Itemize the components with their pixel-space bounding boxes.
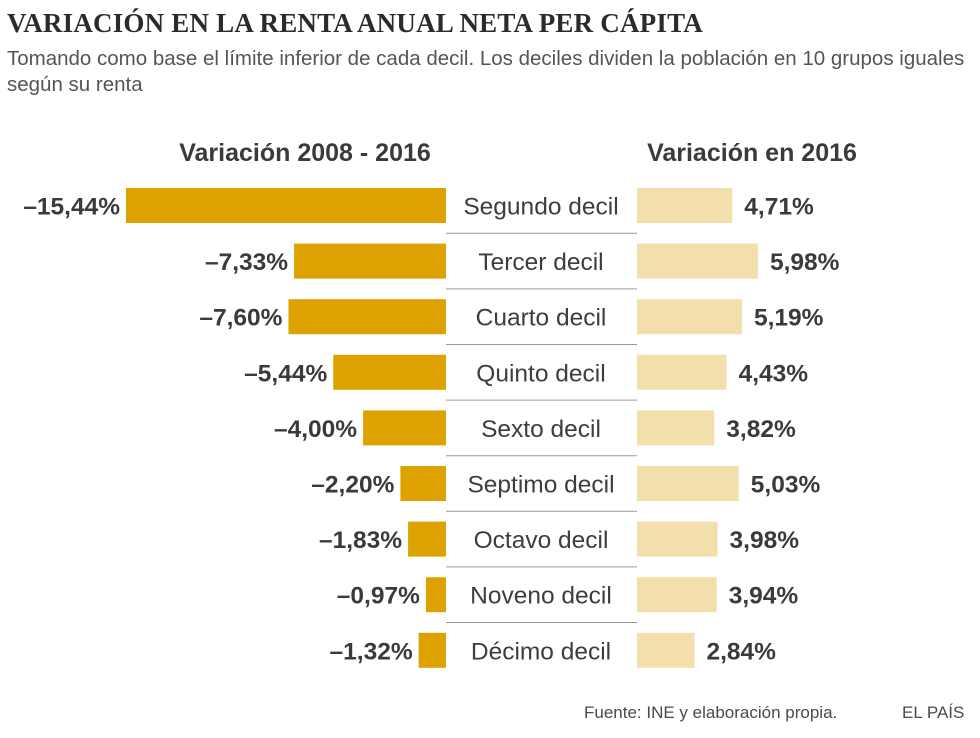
right-value-label: 2,84% bbox=[706, 638, 776, 665]
right-bar-d-cimo-decil bbox=[637, 632, 695, 668]
category-label: Sexto decil bbox=[481, 416, 601, 443]
left-value-label: –7,33% bbox=[205, 249, 288, 276]
left-bar-sexto-decil bbox=[363, 410, 446, 446]
category-label: Octavo decil bbox=[474, 527, 609, 554]
category-label: Segundo decil bbox=[463, 194, 618, 221]
left-bar-septimo-decil bbox=[400, 466, 446, 501]
left-value-label: –1,83% bbox=[319, 527, 402, 554]
right-series-header: Variación en 2016 bbox=[647, 139, 857, 167]
right-value-label: 5,19% bbox=[754, 305, 824, 332]
left-value-label: –4,00% bbox=[274, 416, 357, 443]
right-bar-cuarto-decil bbox=[637, 299, 743, 335]
right-bar-segundo-decil bbox=[637, 188, 733, 223]
right-bar-septimo-decil bbox=[637, 466, 739, 501]
right-value-label: 4,43% bbox=[739, 360, 809, 387]
chart-rows: –15,44% 4,71% Segundo decil –7,33% 5,98% Terc… bbox=[23, 188, 840, 668]
category-label: Tercer decil bbox=[478, 249, 603, 276]
left-value-label: –2,20% bbox=[311, 472, 394, 499]
category-label: Cuarto decil bbox=[476, 305, 607, 332]
category-label: Noveno decil bbox=[470, 583, 612, 610]
right-value-label: 3,94% bbox=[729, 583, 799, 610]
category-label: Septimo decil bbox=[467, 472, 614, 499]
right-value-label: 3,98% bbox=[730, 527, 800, 554]
left-bar-d-cimo-decil bbox=[418, 632, 446, 668]
left-value-label: –15,44% bbox=[23, 194, 120, 221]
left-bar-octavo-decil bbox=[408, 521, 446, 557]
right-value-label: 3,82% bbox=[726, 416, 796, 443]
right-value-label: 5,03% bbox=[751, 472, 821, 499]
right-value-label: 4,71% bbox=[744, 194, 814, 221]
left-bar-cuarto-decil bbox=[288, 299, 446, 335]
left-bar-tercer-decil bbox=[294, 243, 446, 279]
left-value-label: –5,44% bbox=[244, 360, 327, 387]
category-label: Quinto decil bbox=[476, 360, 605, 387]
left-value-label: –7,60% bbox=[199, 305, 282, 332]
right-bar-octavo-decil bbox=[637, 521, 718, 557]
right-value-label: 5,98% bbox=[770, 249, 840, 276]
source-note: Fuente: INE y elaboración propia. bbox=[584, 703, 838, 722]
left-value-label: –0,97% bbox=[337, 583, 420, 610]
left-bar-quinto-decil bbox=[333, 354, 446, 390]
right-bar-tercer-decil bbox=[637, 243, 758, 279]
left-series-header: Variación 2008 - 2016 bbox=[179, 139, 431, 167]
left-value-label: –1,32% bbox=[330, 638, 413, 665]
left-bar-segundo-decil bbox=[126, 188, 446, 223]
right-bar-quinto-decil bbox=[637, 354, 727, 390]
chart-subtitle: Tomando como base el límite inferior de … bbox=[7, 47, 965, 96]
chart-title: VARIACIÓN EN LA RENTA ANUAL NETA PER CÁP… bbox=[7, 8, 703, 38]
publisher-brand: EL PAÍS bbox=[902, 703, 965, 722]
left-bar-noveno-decil bbox=[425, 577, 446, 613]
right-bar-sexto-decil bbox=[637, 410, 715, 446]
right-bar-noveno-decil bbox=[637, 577, 717, 613]
category-label: Décimo decil bbox=[471, 638, 611, 665]
